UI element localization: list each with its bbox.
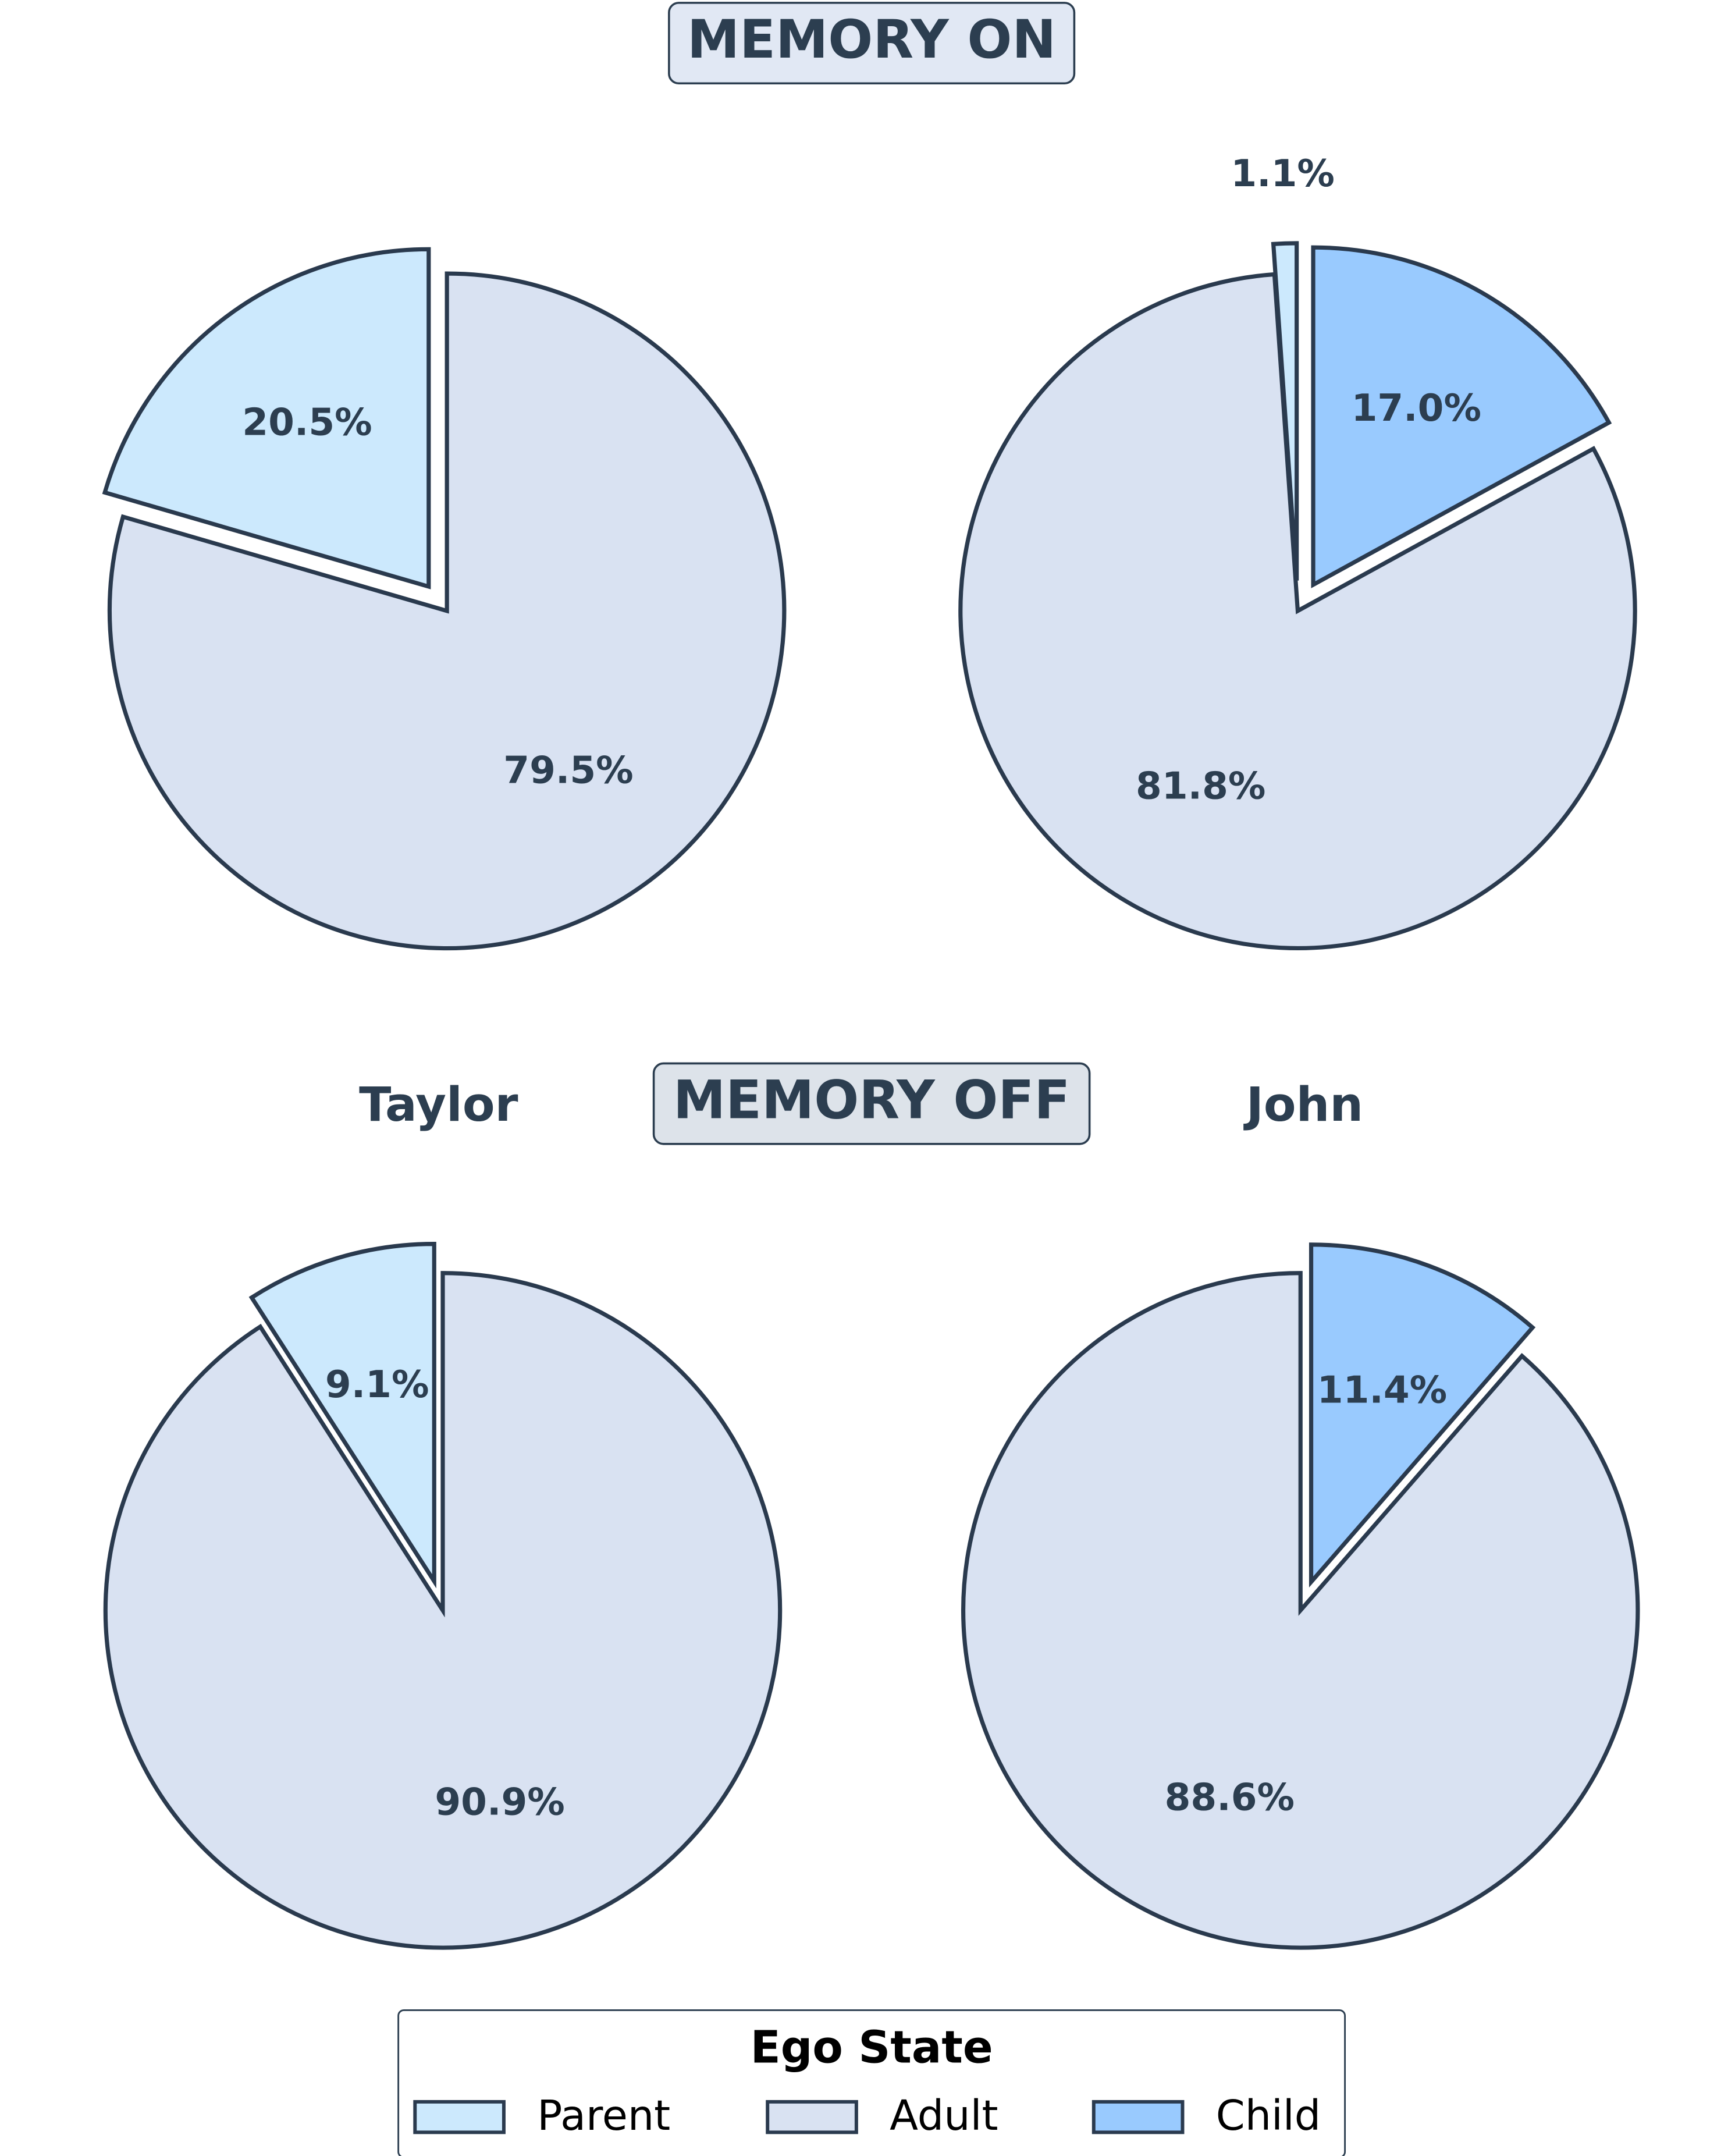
- pie-wedge: [103, 1271, 783, 1950]
- heading-box: [668, 2, 1076, 85]
- value-label: 88.6%: [1165, 1776, 1295, 1820]
- pie-wedge: [958, 272, 1637, 951]
- pie-wedge: [248, 1242, 436, 1589]
- value-label: 11.4%: [1317, 1368, 1447, 1412]
- value-label: 90.9%: [435, 1781, 564, 1824]
- legend-label: Parent: [537, 2091, 670, 2140]
- value-label: 1.1%: [1231, 152, 1335, 196]
- value-label: 81.8%: [1136, 765, 1265, 808]
- pie-wedge: [107, 271, 787, 951]
- pie-wedge: [1309, 1242, 1536, 1588]
- pie-wedge: [102, 247, 431, 589]
- legend-title: Ego State: [751, 2022, 993, 2074]
- row-title: MEMORY OFF: [673, 1070, 1070, 1131]
- value-label: 79.5%: [503, 748, 633, 792]
- value-label: 20.5%: [242, 400, 372, 444]
- legend-swatch: [413, 2100, 506, 2134]
- value-label: 9.1%: [325, 1363, 429, 1406]
- pie-wedge: [961, 1271, 1640, 1950]
- column-title: John: [1243, 1078, 1363, 1132]
- legend-swatch: [766, 2100, 858, 2134]
- value-label: 17.0%: [1352, 386, 1481, 430]
- heading-box: [652, 1062, 1091, 1145]
- row-title: MEMORY ON: [687, 9, 1056, 70]
- legend-label: Adult: [890, 2091, 998, 2140]
- legend-label: Child: [1216, 2091, 1321, 2140]
- pie-wedge: [1311, 245, 1612, 588]
- legend-swatch: [1091, 2100, 1185, 2134]
- column-title: Taylor: [359, 1078, 518, 1132]
